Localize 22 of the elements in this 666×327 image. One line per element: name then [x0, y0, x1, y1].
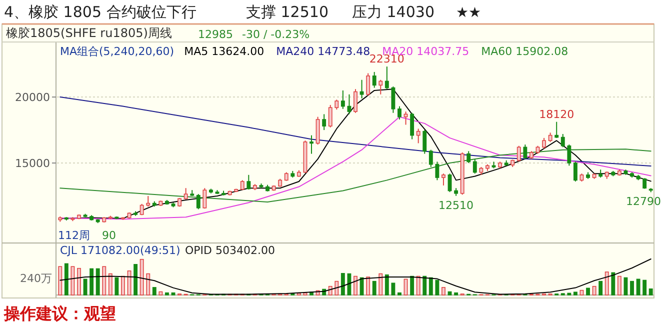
annotation: 112周	[58, 229, 90, 242]
text: 240万	[20, 272, 52, 285]
text: CJL 171082.00(49:51)	[60, 244, 180, 257]
text: MA60 15902.08	[481, 45, 568, 58]
y-tick-label: 15000	[15, 157, 50, 170]
text: ★★	[456, 5, 482, 21]
chart-title: 4、橡胶 1805 合约破位下行	[4, 3, 196, 21]
text: MA5 13624.00	[184, 45, 264, 58]
text: 操作建议：观望	[3, 304, 116, 323]
annotation: 12790	[626, 195, 661, 208]
text: -30 / -0.23%	[242, 28, 310, 41]
text: OPID 503402.00	[185, 244, 275, 257]
text: MA240 14773.48	[276, 45, 370, 58]
text: 压力 14030	[352, 3, 434, 21]
annotation: MA组合(5,240,20,60)	[60, 45, 174, 58]
annotation: 90	[102, 229, 116, 242]
text: 12985	[198, 28, 233, 41]
y-tick-label: 20000	[15, 91, 50, 104]
text: 支撑 12510	[246, 3, 328, 21]
text: 橡胶1805(SHFE ru1805)周线	[6, 26, 172, 40]
annotation: 12510	[438, 198, 474, 212]
annotation: 18120	[539, 108, 574, 121]
